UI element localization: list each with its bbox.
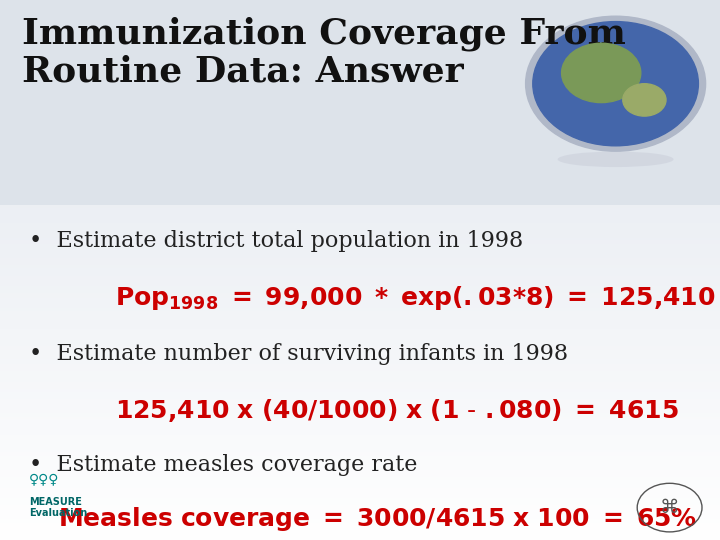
Text: MEASURE
Evaluation: MEASURE Evaluation — [29, 497, 87, 518]
Text: •  Estimate district total population in 1998: • Estimate district total population in … — [29, 230, 523, 252]
Text: •  Estimate number of surviving infants in 1998: • Estimate number of surviving infants i… — [29, 343, 568, 365]
Circle shape — [533, 22, 698, 146]
Text: $\mathbf{125{,}410\ x\ (40/1000)\ x\ (1\ \text{-}\ .080)\ =\ 4615}$: $\mathbf{125{,}410\ x\ (40/1000)\ x\ (1\… — [115, 397, 679, 424]
Text: $\mathbf{Measles\ coverage\ =\ 3000/4615\ x\ 100\ =\ 65\%}$: $\mathbf{Measles\ coverage\ =\ 3000/4615… — [58, 505, 697, 533]
Bar — [0, 0, 720, 205]
Text: Immunization Coverage From
Routine Data: Answer: Immunization Coverage From Routine Data:… — [22, 16, 626, 89]
Ellipse shape — [557, 152, 674, 167]
Text: ♀♀♀: ♀♀♀ — [29, 472, 59, 486]
Text: ⌘: ⌘ — [660, 498, 680, 517]
Circle shape — [562, 43, 641, 103]
Text: •  Estimate measles coverage rate: • Estimate measles coverage rate — [29, 454, 417, 476]
Text: $\mathbf{Pop_{1998}}$$\mathbf{\ =\ 99{,}000\ *\ exp(.03{*}8)\ =\ 125{,}410}$: $\mathbf{Pop_{1998}}$$\mathbf{\ =\ 99{,}… — [115, 284, 716, 312]
Circle shape — [526, 16, 706, 151]
Circle shape — [623, 84, 666, 116]
